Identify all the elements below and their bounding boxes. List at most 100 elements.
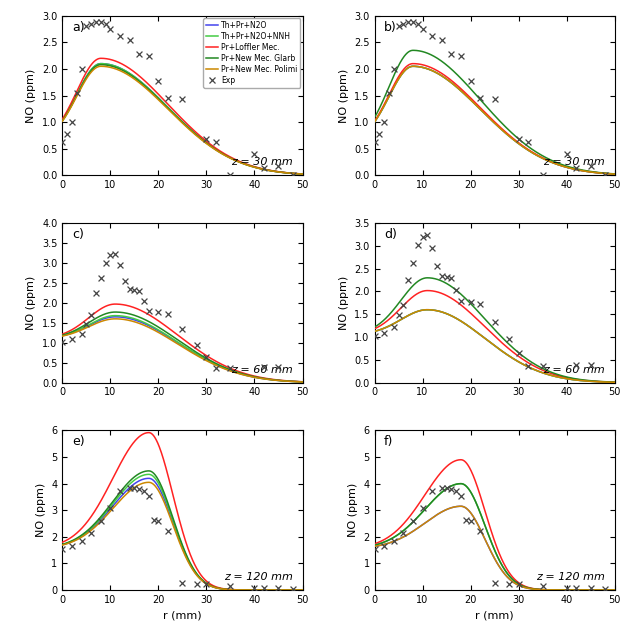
- Point: [562, 583, 572, 593]
- Point: [398, 300, 408, 310]
- Point: [456, 50, 466, 61]
- Point: [96, 273, 106, 283]
- Point: [134, 49, 144, 59]
- Point: [432, 261, 442, 271]
- Point: [177, 324, 187, 334]
- Point: [91, 288, 101, 298]
- Point: [250, 583, 260, 593]
- Point: [202, 351, 212, 362]
- Text: a): a): [72, 21, 85, 33]
- Text: z = 120 mm: z = 120 mm: [224, 572, 293, 582]
- Point: [139, 486, 149, 496]
- Point: [538, 170, 548, 180]
- Point: [442, 483, 452, 493]
- Point: [466, 297, 475, 307]
- Text: z = 60 mm: z = 60 mm: [544, 365, 605, 375]
- Point: [177, 578, 187, 588]
- Point: [538, 581, 548, 591]
- Point: [586, 360, 596, 370]
- Point: [442, 272, 452, 282]
- Point: [408, 258, 418, 268]
- Point: [446, 273, 456, 283]
- Point: [514, 348, 524, 358]
- Point: [369, 137, 379, 147]
- Point: [398, 19, 408, 29]
- Point: [461, 514, 470, 524]
- Point: [437, 271, 447, 281]
- Point: [475, 299, 485, 309]
- Point: [139, 296, 149, 306]
- Point: [225, 170, 235, 180]
- Point: [490, 94, 500, 104]
- Point: [105, 24, 115, 34]
- Point: [81, 21, 91, 32]
- Point: [456, 490, 466, 500]
- Point: [571, 163, 581, 173]
- Point: [538, 361, 548, 371]
- Point: [369, 331, 379, 341]
- Point: [154, 307, 163, 317]
- Point: [259, 583, 269, 593]
- Point: [115, 31, 125, 41]
- Point: [427, 31, 437, 41]
- Point: [446, 484, 456, 494]
- Y-axis label: NO (ppm): NO (ppm): [26, 68, 36, 122]
- Point: [86, 528, 96, 538]
- Point: [427, 243, 437, 253]
- Point: [134, 286, 144, 297]
- Point: [154, 76, 163, 86]
- Point: [259, 362, 269, 372]
- Point: [163, 93, 173, 103]
- Point: [67, 334, 77, 344]
- Point: [86, 19, 96, 29]
- Point: [110, 249, 120, 259]
- Point: [177, 94, 187, 104]
- Point: [192, 579, 202, 589]
- Point: [456, 296, 466, 306]
- Point: [403, 17, 413, 27]
- Point: [144, 306, 154, 316]
- Point: [77, 536, 87, 546]
- Point: [144, 50, 154, 61]
- Y-axis label: NO (ppm): NO (ppm): [339, 276, 349, 330]
- Text: z = 120 mm: z = 120 mm: [536, 572, 605, 582]
- Point: [115, 486, 125, 496]
- Point: [379, 327, 389, 338]
- Point: [466, 76, 475, 86]
- Point: [149, 514, 158, 524]
- Point: [422, 230, 432, 240]
- Point: [600, 170, 610, 180]
- Point: [144, 490, 154, 500]
- Point: [427, 486, 437, 496]
- Text: d): d): [384, 228, 397, 241]
- Point: [451, 285, 461, 295]
- Point: [134, 484, 144, 494]
- Point: [398, 528, 408, 538]
- Point: [437, 483, 447, 493]
- Point: [259, 163, 269, 173]
- Point: [202, 134, 212, 144]
- Text: z = 60 mm: z = 60 mm: [231, 365, 293, 375]
- Y-axis label: NO (ppm): NO (ppm): [339, 68, 349, 122]
- Point: [96, 516, 106, 526]
- Point: [163, 309, 173, 319]
- Point: [67, 541, 77, 551]
- Point: [225, 363, 235, 373]
- Point: [96, 17, 106, 27]
- Point: [412, 19, 422, 29]
- Point: [417, 502, 427, 512]
- Point: [490, 317, 500, 327]
- Point: [490, 578, 500, 588]
- Point: [403, 275, 413, 285]
- Point: [504, 334, 514, 345]
- Point: [154, 516, 163, 526]
- Point: [125, 284, 135, 294]
- Point: [412, 240, 422, 251]
- Point: [288, 584, 298, 594]
- Point: [475, 93, 485, 103]
- Point: [72, 88, 82, 98]
- Point: [389, 322, 399, 332]
- Point: [374, 129, 384, 139]
- Text: z = 30 mm: z = 30 mm: [231, 157, 293, 167]
- Point: [192, 339, 202, 350]
